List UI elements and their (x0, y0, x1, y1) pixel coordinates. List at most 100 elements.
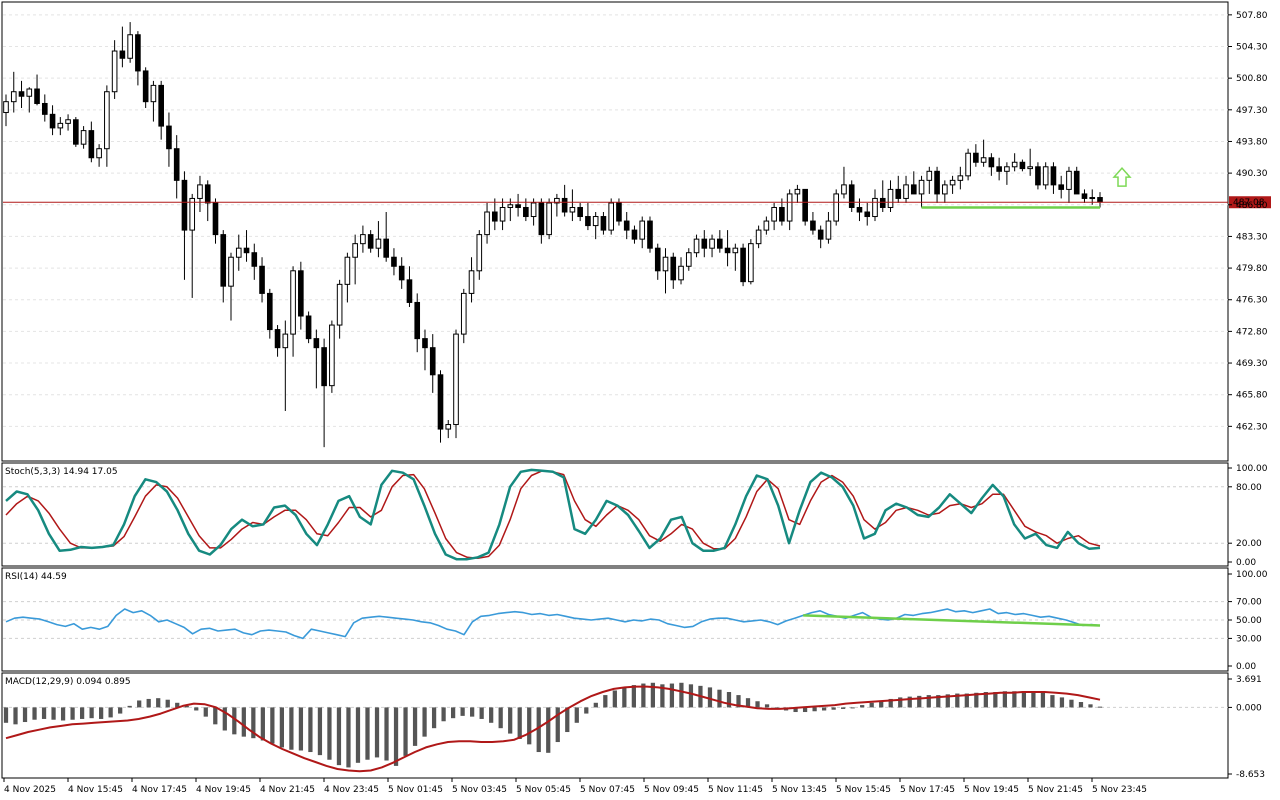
macd-bar (1050, 695, 1055, 708)
candle-body (18, 91, 25, 97)
candle-body (515, 204, 521, 208)
candle-body (235, 247, 242, 258)
candle (592, 212, 599, 240)
candle (600, 212, 607, 235)
macd-bar (631, 685, 636, 708)
time-tick-label: 4 Nov 21:45 (260, 785, 315, 795)
candle (724, 230, 731, 267)
time-tick-label: 5 Nov 17:45 (900, 785, 955, 795)
macd-bar (1040, 692, 1046, 708)
candle (18, 80, 25, 109)
rsi-lines (5, 608, 1101, 640)
macd-bar (650, 682, 656, 708)
candle (375, 221, 382, 258)
macd-signal-line (5, 685, 1101, 773)
time-tick-label: 5 Nov 07:45 (580, 785, 635, 795)
candle-body (437, 374, 444, 430)
price-tick-label: 465.80 (1236, 391, 1268, 401)
candle (305, 311, 312, 344)
candle (701, 230, 708, 258)
candle (274, 325, 281, 357)
price-pane[interactable]: 487.08 507.80 504.30 500.80 497.30 493.80 490… (1, 1, 1271, 462)
candle (484, 202, 490, 244)
candle-body (748, 243, 754, 283)
candle (771, 202, 777, 231)
candle-body (135, 34, 141, 72)
candle (228, 252, 234, 321)
candle (755, 225, 762, 249)
macd-pane[interactable]: 3.691 0.000 -8.653 MACD(12,29,9) 0.094 0.8… (1, 672, 1265, 780)
time-tick-label: 5 Nov 09:45 (644, 785, 699, 795)
macd-bar (603, 695, 608, 708)
candle-body (639, 220, 646, 240)
macd-bar (831, 707, 836, 710)
candle (1066, 166, 1072, 203)
candle (879, 180, 886, 213)
candle (1004, 162, 1010, 185)
macd-bar (232, 707, 237, 735)
macd-bar (251, 707, 256, 739)
candle-body (251, 252, 258, 267)
candle-body (717, 238, 723, 249)
candle-body (360, 234, 366, 245)
candle (825, 212, 832, 244)
current-price-label: 487.08 (1233, 198, 1265, 208)
candle-body (763, 220, 770, 231)
macd-bar (184, 705, 189, 708)
macd-bar (983, 692, 988, 708)
candle-body (49, 113, 56, 129)
macd-bar (51, 707, 56, 720)
candle-body (701, 238, 708, 249)
candle-body (794, 188, 801, 195)
candle-body (631, 229, 638, 240)
candle (647, 216, 653, 253)
macd-bar (213, 707, 218, 725)
macd-bar (175, 702, 180, 708)
candle-body (1066, 170, 1072, 190)
candle (181, 171, 188, 280)
candle (530, 198, 537, 226)
macd-bar (365, 707, 370, 760)
candle (685, 248, 692, 271)
candle-body (973, 152, 979, 163)
candle (49, 105, 56, 136)
candle (732, 243, 739, 271)
macd-bar (945, 694, 950, 708)
macd-bar (527, 707, 532, 745)
candle (158, 80, 164, 140)
candle (1058, 175, 1065, 199)
rsi-pane[interactable]: 100.00 70.00 50.00 30.00 0.00 RSI(14) 44.59 (1, 567, 1268, 672)
candle-body (872, 197, 878, 218)
candle (678, 257, 684, 285)
candle (957, 166, 964, 190)
time-tick-label: 5 Nov 23:45 (1092, 785, 1147, 795)
macd-bar (536, 707, 541, 753)
candle (973, 144, 979, 167)
stoch-pane[interactable]: 100.00 80.00 20.00 0.00 Stoch(5,3,3) 14.94 … (1, 462, 1268, 568)
candle-body (429, 347, 436, 376)
macd-bar (127, 705, 132, 708)
candle-body (344, 256, 351, 285)
candle (352, 234, 358, 285)
macd-bar (13, 707, 18, 725)
candle-body (1081, 193, 1088, 199)
macd-bar (755, 701, 760, 708)
rsi-tick-label: 100.00 (1236, 570, 1268, 580)
candle-body (73, 119, 79, 145)
macd-bar (964, 693, 969, 708)
candle-body (282, 333, 289, 349)
macd-bar (89, 707, 94, 719)
macd-bar (612, 690, 617, 708)
macd-bar (1078, 702, 1084, 708)
macd-bar (660, 684, 665, 708)
price-tick-label: 486.80 (1236, 201, 1268, 211)
candle-body (204, 184, 211, 204)
stoch-axis: 100.00 80.00 20.00 0.00 (1228, 464, 1268, 568)
macd-bar (593, 702, 598, 708)
macd-bar (812, 707, 817, 712)
stoch-tick-label: 0.00 (1236, 558, 1256, 568)
candle-body (142, 70, 149, 103)
price-tick-label: 504.30 (1236, 43, 1268, 53)
macd-bar (707, 687, 713, 708)
